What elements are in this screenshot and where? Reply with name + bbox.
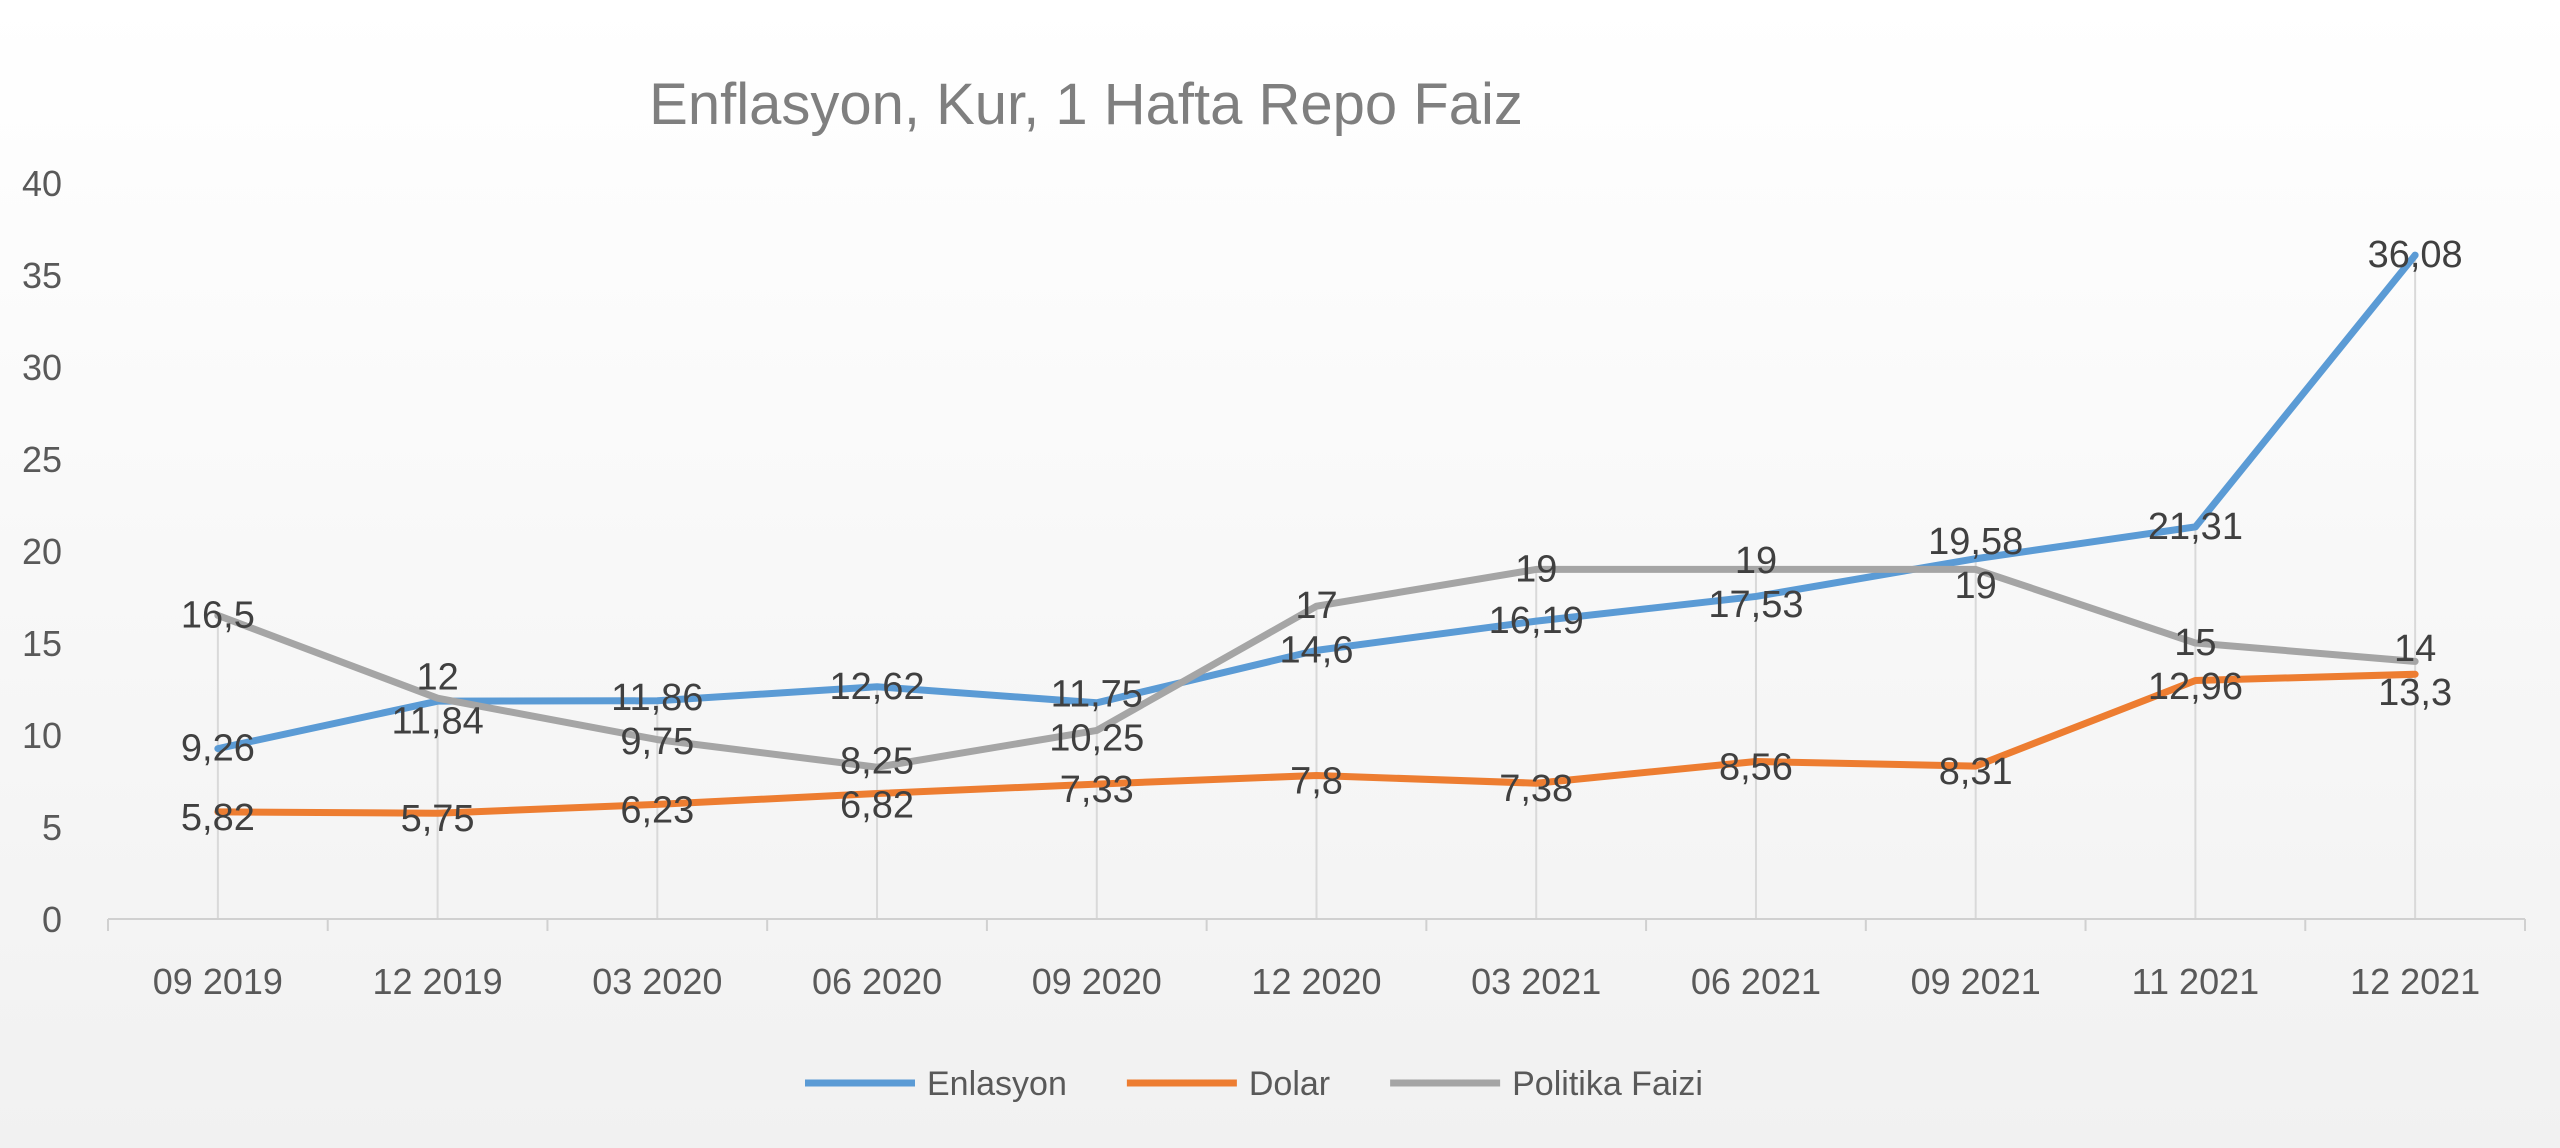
data-label: 19 [1515,548,1557,590]
data-label: 17,53 [1708,584,1803,626]
data-label: 7,38 [1499,768,1573,810]
data-label: 13,3 [2378,672,2452,714]
data-label: 11,75 [1051,674,1143,716]
x-tick-label: 12 2019 [373,961,503,1002]
y-tick-label: 30 [22,347,62,388]
chart-title: Enflasyon, Kur, 1 Hafta Repo Faiz [649,72,1523,137]
y-tick-label: 35 [22,255,62,296]
legend-item: Politika Faizi [1390,1065,1703,1103]
y-tick-label: 25 [22,439,62,480]
x-tick-label: 09 2019 [153,961,283,1002]
x-tick-label: 03 2020 [592,961,722,1002]
data-label: 19 [1735,540,1777,582]
data-label: 9,75 [620,721,694,763]
x-tick-label: 09 2020 [1032,961,1162,1002]
x-tick-label: 12 2021 [2350,961,2480,1002]
data-label: 12,96 [2148,666,2243,708]
x-tick-label: 03 2021 [1471,961,1601,1002]
data-label: 16,5 [181,594,255,636]
y-tick-label: 15 [22,623,62,664]
legend-label: Politika Faizi [1512,1065,1703,1103]
data-label: 19,58 [1928,521,2023,563]
data-label: 11,86 [611,677,703,719]
data-label: 12,62 [829,666,924,708]
y-tick-label: 10 [22,715,62,756]
data-label: 12 [416,657,458,699]
data-label: 8,56 [1719,746,1793,788]
data-label: 17 [1295,585,1337,627]
data-label: 8,31 [1939,751,2013,793]
x-tick-label: 06 2021 [1691,961,1821,1002]
y-tick-label: 20 [22,531,62,572]
x-tick-label: 06 2020 [812,961,942,1002]
data-label: 16,19 [1489,600,1584,642]
y-tick-label: 40 [22,163,62,204]
data-label: 19 [1955,565,1997,607]
legend-label: Enlasyon [927,1065,1067,1103]
x-tick-label: 09 2021 [1911,961,2041,1002]
data-label: 7,33 [1060,769,1134,811]
data-label: 9,26 [181,728,255,770]
data-label: 6,23 [620,789,694,831]
legend-item: Dolar [1126,1065,1330,1103]
data-label: 5,82 [181,797,255,839]
legend-item: Enlasyon [805,1065,1067,1103]
data-label: 15 [2174,622,2216,664]
y-tick-label: 0 [42,899,62,940]
data-label: 8,25 [840,740,914,782]
data-label: 11,84 [391,701,483,743]
data-label: 14,6 [1280,629,1354,671]
data-label: 6,82 [840,784,914,826]
data-label: 21,31 [2148,506,2243,548]
data-label: 14 [2394,628,2436,670]
legend-label: Dolar [1249,1065,1330,1103]
x-tick-label: 12 2020 [1251,961,1381,1002]
y-tick-label: 5 [42,807,62,848]
data-label: 36,08 [2368,234,2463,276]
data-label: 10,25 [1049,718,1144,760]
data-label: 7,8 [1290,760,1343,802]
data-label: 5,75 [401,798,475,840]
x-tick-label: 11 2021 [2132,961,2259,1002]
